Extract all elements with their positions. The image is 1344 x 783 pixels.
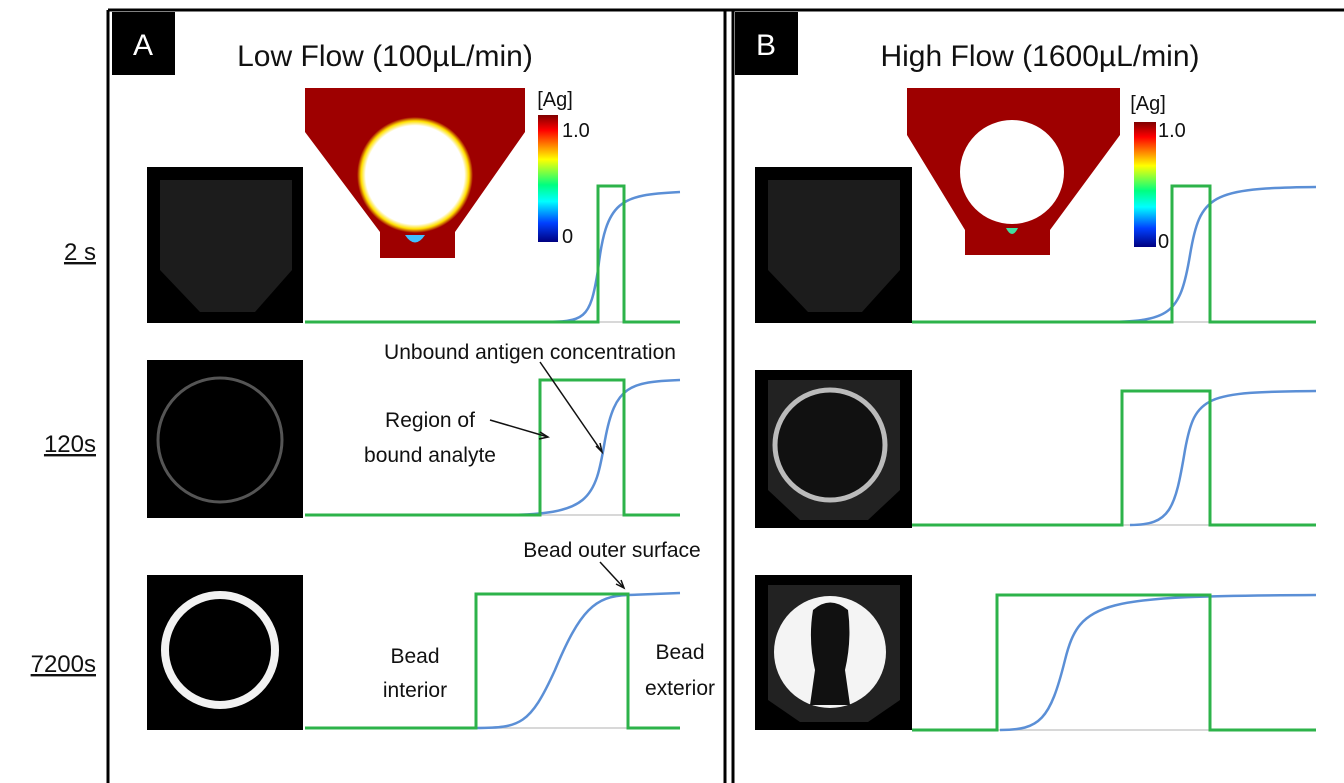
figure: A Low Flow (100µL/min) B High Flow (1600… [0,0,1344,783]
colorbar-max: 1.0 [1158,120,1186,142]
panel-label: A [133,29,153,62]
domain-b [907,88,1120,255]
colorbar-max: 1.0 [562,120,590,142]
row-label: 120s [44,431,96,458]
annotation: interior [383,679,447,702]
colorbar-min: 0 [562,226,573,248]
panel-title: High Flow (1600µL/min) [880,40,1199,73]
micrographs-b [755,167,912,730]
annotation: Bead [655,641,704,664]
colorbar-title: [Ag] [537,89,573,111]
panel-label: B [756,29,776,62]
annotation: Unbound antigen concentration [384,341,676,364]
colorbar [538,115,558,242]
micrographs-a [147,167,303,730]
domain-a [305,88,525,258]
colorbar [1134,122,1156,247]
annotation: Bead outer surface [523,539,700,562]
panel-title: Low Flow (100µL/min) [237,40,533,73]
profiles-b [912,186,1316,730]
row-label: 7200s [31,651,96,678]
annotation: exterior [645,677,715,700]
colorbar-title: [Ag] [1130,93,1166,115]
annotation: Bead [390,645,439,668]
annotation: Region of [385,409,475,432]
colorbar-min: 0 [1158,231,1169,253]
annotation: bound analyte [364,444,496,467]
row-label: 2 s [64,239,96,266]
